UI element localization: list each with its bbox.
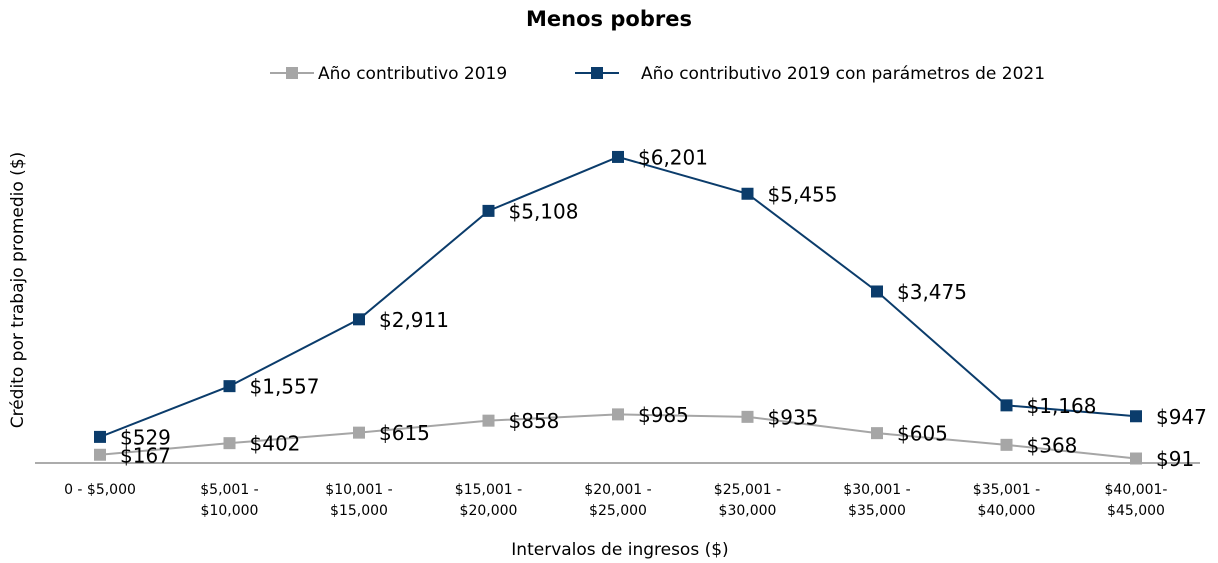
point-marker [612, 408, 624, 421]
point-marker [612, 150, 624, 163]
x-tick-label: $40,001- $45,000 [1104, 482, 1168, 519]
point-marker [482, 414, 495, 427]
point-marker [223, 380, 236, 393]
data-label: $3,475 [897, 280, 967, 304]
legend-marker [286, 67, 298, 79]
chart-title: Menos pobres [526, 7, 692, 31]
point-marker [94, 430, 106, 443]
point-marker [871, 427, 883, 440]
data-label: $1,557 [250, 375, 320, 399]
x-tick-label: $25,001 - $30,000 [713, 482, 782, 519]
x-tick-label: $35,001 - $40,000 [972, 482, 1041, 519]
data-label: $615 [379, 421, 430, 445]
x-tick-label: 0 - $5,000 [64, 482, 136, 498]
point-marker [1130, 452, 1142, 465]
x-tick-label: $5,001 - $10,000 [200, 482, 259, 519]
x-tick-label: $30,001 - $35,000 [843, 482, 911, 519]
data-label: $5,455 [768, 182, 838, 206]
x-tick-label: $15,001 - $20,000 [454, 482, 523, 519]
point-marker [1000, 438, 1013, 451]
data-label: $605 [897, 422, 948, 446]
data-label: $985 [638, 403, 689, 427]
point-marker [741, 187, 754, 200]
point-marker [741, 410, 754, 423]
point-marker [871, 285, 883, 298]
data-label: $167 [120, 443, 171, 467]
data-label: $368 [1027, 433, 1078, 457]
x-axis-label: Intervalos de ingresos ($) [511, 540, 728, 560]
legend-label: Año contributivo 2019 con parámetros de … [641, 64, 1045, 84]
data-label: $529 [120, 425, 171, 449]
data-label: $1,168 [1027, 394, 1097, 418]
data-label: $935 [768, 405, 819, 429]
point-marker [482, 204, 495, 217]
data-label: $947 [1156, 405, 1207, 429]
point-marker [94, 448, 106, 461]
point-marker [1000, 399, 1013, 412]
data-label: $858 [509, 409, 560, 433]
legend-marker [591, 67, 603, 79]
data-label: $2,911 [379, 308, 449, 332]
data-label: $402 [250, 432, 301, 456]
y-axis-label: Crédito por trabajo promedio ($) [8, 152, 28, 429]
point-marker [1130, 410, 1142, 423]
x-tick-label: $20,001 - $25,000 [584, 482, 652, 519]
point-marker [223, 437, 236, 450]
data-label: $91 [1156, 447, 1194, 471]
data-label: $5,108 [509, 199, 579, 223]
legend-label: Año contributivo 2019 [318, 64, 507, 84]
point-marker [353, 313, 365, 326]
point-marker [353, 426, 365, 439]
data-label: $6,201 [638, 145, 708, 169]
x-tick-label: $10,001 - $15,000 [325, 482, 393, 519]
